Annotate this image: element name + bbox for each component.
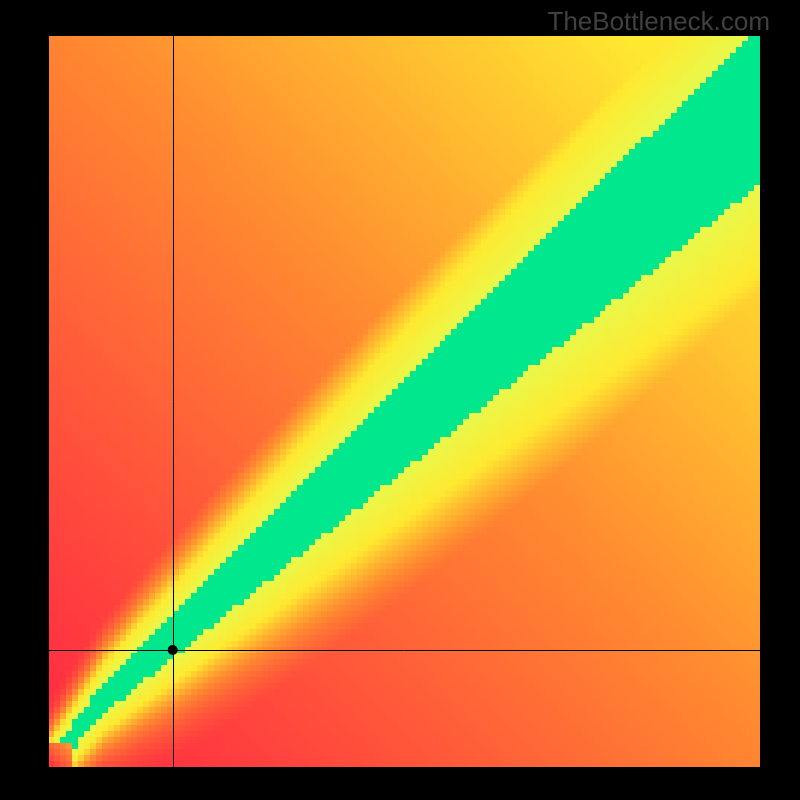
crosshair-overlay: [49, 36, 760, 767]
figure-root: TheBottleneck.com: [0, 0, 800, 800]
attribution-label: TheBottleneck.com: [547, 6, 770, 37]
